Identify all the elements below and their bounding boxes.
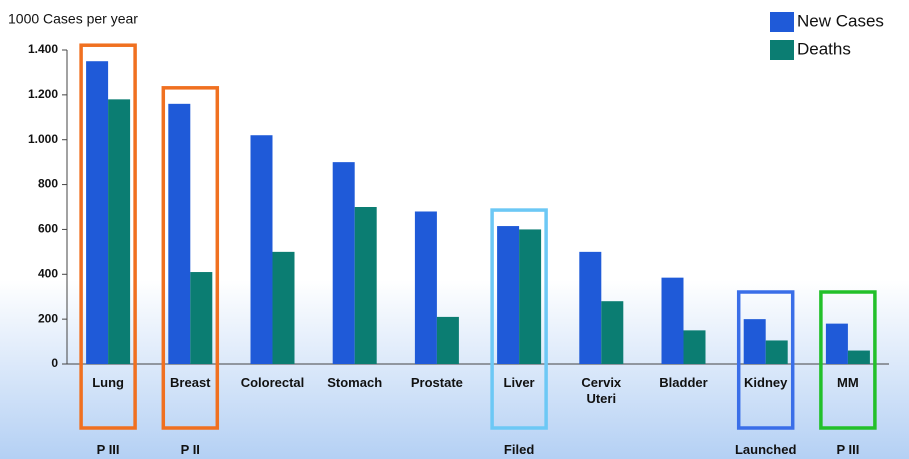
bar — [601, 301, 624, 364]
x-tick-label: Cervix Uteri — [560, 375, 642, 407]
y-tick-label: 1.200 — [28, 87, 58, 101]
y-tick-label: 0 — [51, 356, 58, 370]
bar — [847, 350, 870, 364]
legend-swatch — [770, 40, 794, 60]
x-tick-label: Stomach — [314, 375, 396, 391]
bar — [108, 99, 131, 364]
bar — [661, 277, 684, 364]
x-tick-label-text: Liver — [503, 375, 535, 390]
x-tick-label-text: Cervix Uteri — [581, 375, 622, 406]
y-tick-label: 1.000 — [28, 132, 58, 146]
y-tick-label: 200 — [38, 311, 58, 325]
bar — [436, 316, 459, 364]
highlight-box — [736, 290, 795, 430]
x-tick-label: Bladder — [642, 375, 724, 391]
legend-swatch — [770, 12, 794, 32]
x-tick-label-text: Stomach — [327, 375, 383, 390]
bar — [354, 207, 377, 364]
bar — [519, 229, 542, 364]
y-tick-label: 400 — [38, 266, 58, 280]
legend-label: New Cases — [797, 11, 884, 30]
annotation-label-text: P III — [96, 442, 120, 457]
x-tick-label-text: Colorectal — [240, 375, 305, 390]
y-axis-label: 1000 Cases per year — [8, 11, 138, 27]
x-tick-label: Breast — [149, 375, 231, 391]
bar — [683, 330, 706, 364]
bar — [250, 135, 273, 364]
bar — [825, 323, 848, 364]
bar — [272, 251, 295, 364]
annotation-label: Launched — [725, 442, 807, 458]
legend-label: Deaths — [797, 39, 851, 58]
x-tick-label: Lung — [67, 375, 149, 391]
highlight-box — [79, 43, 137, 430]
highlight-box — [819, 290, 877, 430]
bar — [579, 251, 602, 364]
x-tick-label-text: Breast — [170, 375, 211, 390]
x-tick-label: Kidney — [725, 375, 807, 391]
annotation-label: Filed — [478, 442, 560, 458]
x-tick-label: MM — [807, 375, 889, 391]
bar — [332, 162, 355, 364]
bar — [86, 61, 109, 364]
y-tick-label: 800 — [38, 177, 58, 191]
bar — [765, 340, 788, 364]
x-tick-label-text: MM — [837, 375, 859, 390]
x-tick-label: Prostate — [396, 375, 478, 391]
y-tick-label: 600 — [38, 222, 58, 236]
x-tick-label-text: Kidney — [744, 375, 788, 390]
annotation-label-text: P II — [180, 442, 200, 457]
annotation-label: P III — [807, 442, 889, 458]
x-tick-label-text: Lung — [92, 375, 124, 390]
bar — [190, 272, 213, 364]
bar — [414, 211, 437, 364]
bar — [743, 319, 766, 364]
bar — [168, 103, 191, 364]
y-tick-label: 1.400 — [28, 42, 58, 56]
annotation-label-text: Launched — [734, 442, 797, 457]
annotation-label-text: P III — [836, 442, 860, 457]
annotation-label: P II — [149, 442, 231, 458]
annotation-label-text: Filed — [503, 442, 535, 457]
highlight-box — [161, 86, 220, 430]
highlight-box — [490, 208, 548, 430]
x-tick-label: Liver — [478, 375, 560, 391]
x-tick-label-text: Prostate — [410, 375, 463, 390]
bar — [497, 226, 520, 364]
x-tick-label-text: Bladder — [659, 375, 708, 390]
annotation-label: P III — [67, 442, 149, 458]
x-tick-label: Colorectal — [231, 375, 313, 391]
